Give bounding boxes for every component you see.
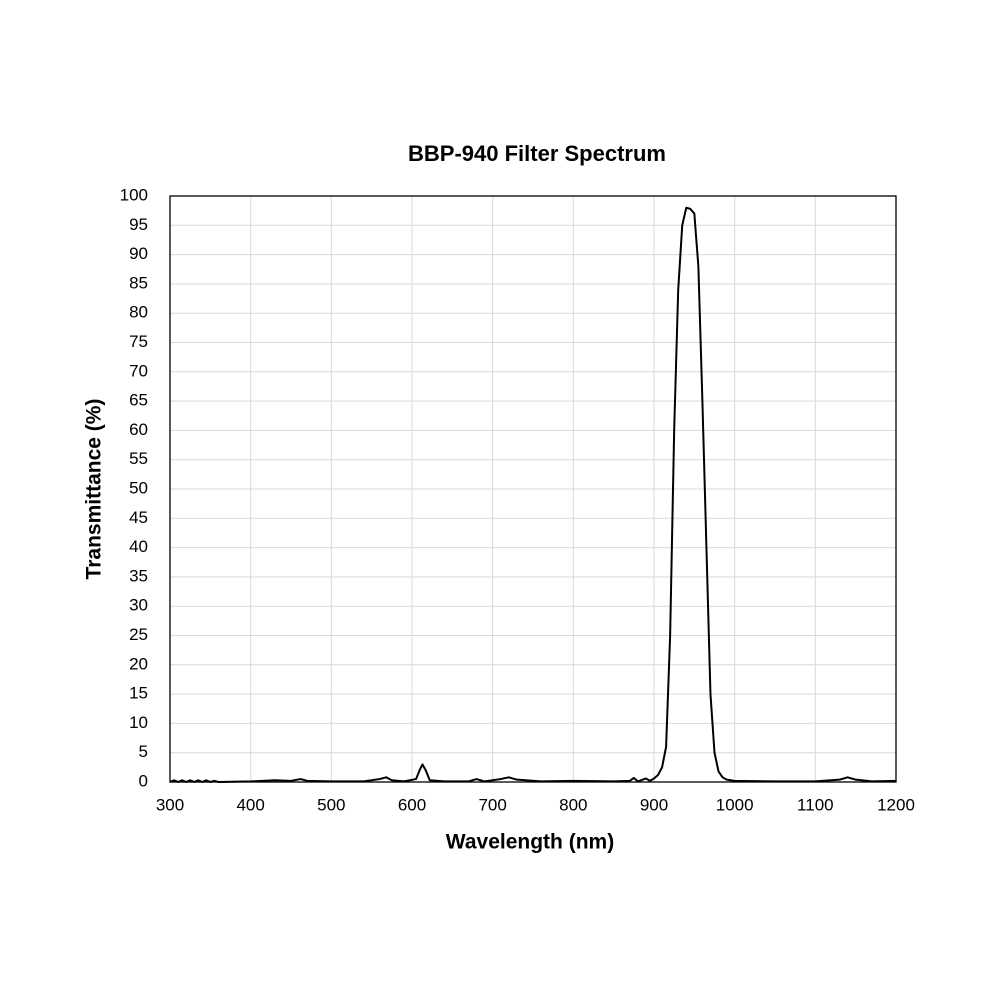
y-tick-label: 60 [129, 420, 148, 439]
x-tick-label: 500 [317, 795, 345, 814]
x-tick-label: 900 [640, 795, 668, 814]
y-tick-label: 65 [129, 391, 148, 410]
y-tick-label: 55 [129, 449, 148, 468]
y-tick-label: 10 [129, 713, 148, 732]
line-series [169, 206, 897, 783]
y-tick-label: 35 [129, 566, 148, 585]
y-tick-label: 80 [129, 303, 148, 322]
y-tick-label: 95 [129, 215, 148, 234]
y-tick-label: 30 [129, 596, 148, 615]
y-tick-label: 90 [129, 244, 148, 263]
x-tick-label: 300 [156, 795, 184, 814]
x-tick-label: 700 [478, 795, 506, 814]
y-axis-label: Transmittance (%) [83, 399, 106, 580]
x-tick-label: 800 [559, 795, 587, 814]
y-tick-label: 20 [129, 654, 148, 673]
chart-title: BBP-940 Filter Spectrum [408, 141, 666, 166]
x-tick-label: 1000 [716, 795, 754, 814]
y-tick-label: 0 [139, 771, 148, 790]
y-tick-label: 40 [129, 537, 148, 556]
x-tick-label: 1200 [877, 795, 915, 814]
x-tick-label: 400 [236, 795, 264, 814]
x-tick-label: 600 [398, 795, 426, 814]
y-tick-label: 5 [139, 742, 148, 761]
y-tick-label: 75 [129, 332, 148, 351]
y-tick-label: 70 [129, 361, 148, 380]
y-tick-label: 50 [129, 478, 148, 497]
y-tick-label: 25 [129, 625, 148, 644]
x-tick-label: 1100 [797, 795, 834, 814]
y-tick-label: 15 [129, 684, 148, 703]
plot-frame [169, 195, 897, 783]
x-axis-label: Wavelength (nm) [446, 831, 614, 854]
y-tick-label: 100 [120, 185, 148, 204]
y-tick-label: 85 [129, 273, 148, 292]
y-tick-label: 45 [129, 508, 148, 527]
